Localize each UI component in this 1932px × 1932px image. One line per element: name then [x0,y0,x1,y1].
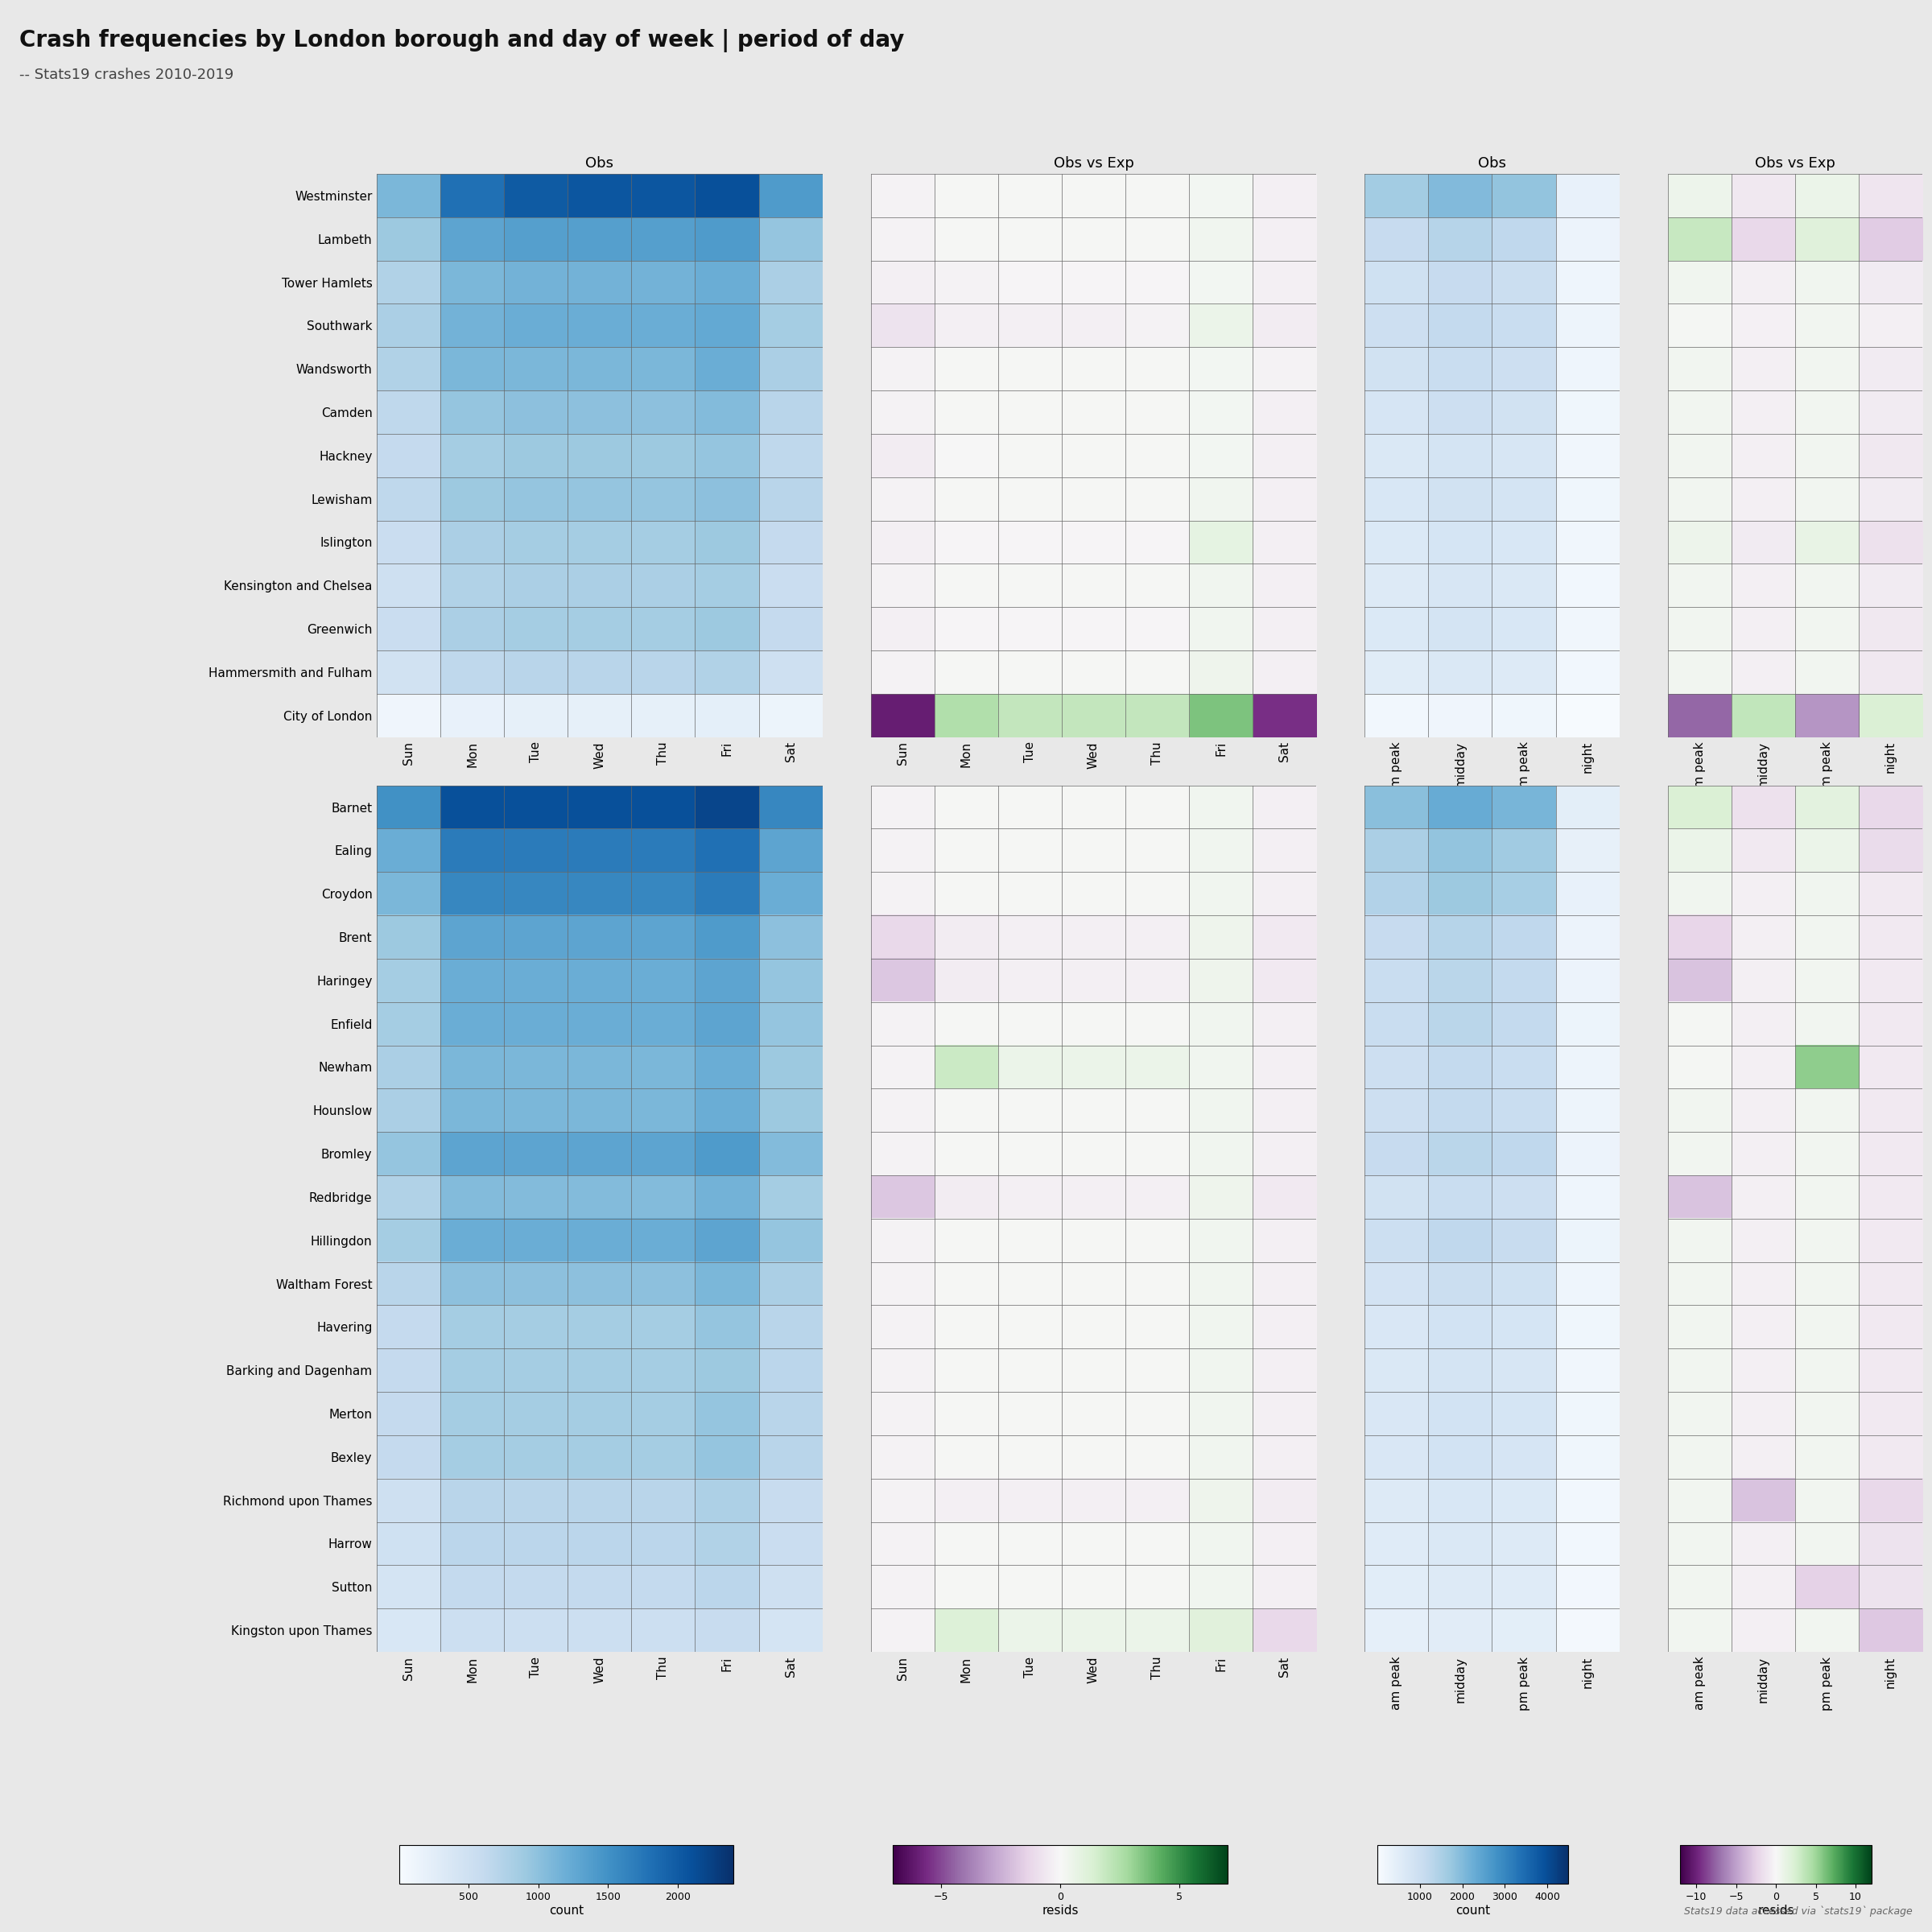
Title: Obs vs Exp: Obs vs Exp [1053,156,1134,170]
X-axis label: resids: resids [1758,1905,1795,1917]
X-axis label: resids: resids [1041,1905,1078,1917]
X-axis label: count: count [549,1905,583,1917]
Title: Obs vs Exp: Obs vs Exp [1754,156,1835,170]
Title: Obs: Obs [585,156,614,170]
X-axis label: count: count [1455,1905,1490,1917]
Text: Stats19 data accessed via `stats19` package: Stats19 data accessed via `stats19` pack… [1685,1905,1913,1917]
Title: Obs: Obs [1478,156,1507,170]
Text: Crash frequencies by London borough and day of week | period of day: Crash frequencies by London borough and … [19,29,904,52]
Text: -- Stats19 crashes 2010-2019: -- Stats19 crashes 2010-2019 [19,68,234,81]
